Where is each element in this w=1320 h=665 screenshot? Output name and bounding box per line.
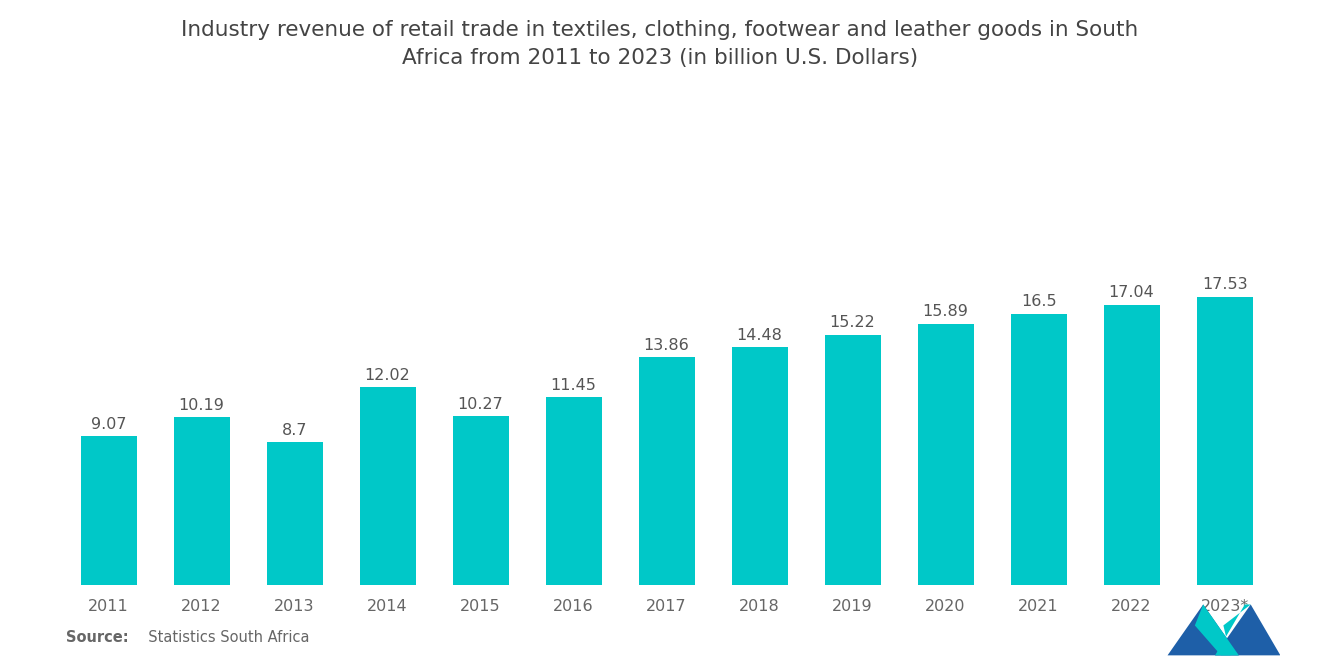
Bar [917,324,974,585]
Text: 15.89: 15.89 [923,305,969,319]
Text: 10.19: 10.19 [178,398,224,413]
Text: 15.22: 15.22 [830,315,875,331]
Bar [1011,313,1067,585]
Text: 14.48: 14.48 [737,328,783,342]
Text: 8.7: 8.7 [282,423,308,438]
Bar [825,334,880,585]
Text: 12.02: 12.02 [364,368,411,383]
Bar [1197,297,1253,585]
Text: Statistics South Africa: Statistics South Africa [139,630,309,645]
Bar [731,346,788,585]
Text: 17.04: 17.04 [1109,285,1155,301]
Text: 16.5: 16.5 [1020,295,1056,309]
Text: Industry revenue of retail trade in textiles, clothing, footwear and leather goo: Industry revenue of retail trade in text… [181,20,1139,68]
Text: 17.53: 17.53 [1201,277,1247,293]
Bar [359,387,416,585]
Polygon shape [1195,604,1238,656]
Text: 11.45: 11.45 [550,378,597,392]
Bar [545,396,602,585]
Polygon shape [1214,604,1280,656]
Text: 13.86: 13.86 [644,338,689,353]
Polygon shape [1214,604,1250,656]
Bar [639,357,694,585]
Polygon shape [1167,604,1238,656]
Text: Source:: Source: [66,630,128,645]
Text: 9.07: 9.07 [91,417,127,432]
Bar [267,442,322,585]
Bar [81,436,136,585]
Bar [174,418,230,585]
Text: 10.27: 10.27 [458,397,503,412]
Bar [1104,305,1159,585]
Bar [453,416,508,585]
